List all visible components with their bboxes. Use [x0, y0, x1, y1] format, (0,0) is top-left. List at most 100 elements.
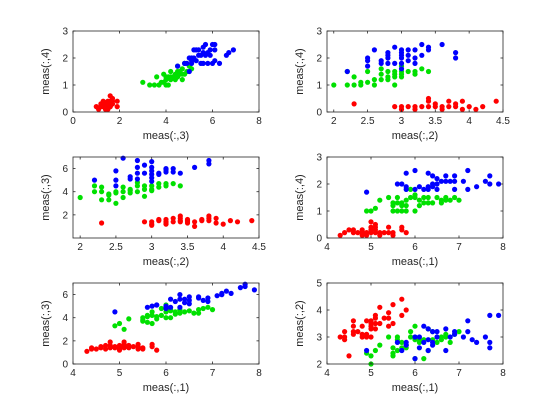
data-point — [163, 221, 169, 227]
data-point — [390, 350, 396, 356]
data-point — [364, 318, 370, 324]
data-point — [412, 186, 418, 192]
series-3 — [112, 281, 257, 315]
x-tick-label: 6 — [210, 116, 216, 127]
data-point — [149, 164, 155, 170]
data-point — [434, 329, 440, 335]
data-point — [192, 219, 198, 225]
data-point — [172, 298, 178, 305]
x-tick-label: 5 — [368, 368, 374, 379]
subplot-2: 2 2.5 3 3.5 4 4.5 0 1 2 3 meas(:,2) meas(:,4) — [294, 27, 510, 143]
data-point — [386, 315, 392, 321]
data-point — [447, 339, 453, 345]
data-point — [386, 310, 392, 316]
data-point — [421, 323, 427, 329]
data-point — [175, 63, 181, 69]
data-point — [156, 170, 162, 176]
data-point — [403, 339, 409, 345]
data-point — [149, 178, 155, 184]
data-point — [113, 183, 119, 189]
data-point — [430, 173, 436, 179]
x-tick-label: 8 — [500, 368, 506, 379]
data-point — [438, 178, 444, 184]
x-axis-label: meas(:,1) — [392, 382, 438, 394]
y-tick-label: 2 — [62, 54, 68, 65]
data-point — [135, 346, 141, 352]
data-point — [434, 181, 440, 187]
y-tick-label: 0 — [316, 234, 322, 245]
x-tick-label: 2.5 — [109, 242, 123, 253]
data-point — [398, 106, 405, 112]
data-point — [392, 68, 398, 75]
data-point — [134, 157, 140, 164]
data-point — [452, 178, 458, 184]
data-point — [205, 304, 211, 310]
data-point — [365, 55, 371, 61]
data-point — [377, 197, 383, 203]
data-point — [412, 55, 418, 61]
data-point — [177, 183, 183, 189]
data-point — [412, 60, 418, 66]
data-point — [109, 95, 116, 102]
y-axis-label: meas(:,4) — [40, 48, 52, 94]
y-tick-label: 5 — [316, 279, 322, 290]
data-point — [412, 208, 418, 214]
data-point — [430, 184, 436, 190]
data-point — [154, 347, 160, 353]
data-point — [465, 318, 471, 324]
data-point — [337, 232, 343, 238]
y-axis-label: meas(:,4) — [294, 48, 306, 94]
data-point — [377, 232, 383, 238]
data-point — [390, 302, 396, 308]
data-point — [172, 311, 178, 317]
data-point — [452, 194, 458, 201]
series-1 — [84, 339, 160, 354]
data-point — [91, 177, 98, 183]
data-point — [412, 356, 418, 362]
data-point — [186, 68, 192, 75]
data-point — [149, 159, 155, 165]
data-point — [107, 104, 113, 110]
data-point — [443, 173, 449, 179]
data-point — [371, 77, 377, 83]
data-point — [177, 310, 183, 316]
data-point — [98, 101, 104, 107]
data-point — [112, 323, 118, 329]
data-point — [163, 315, 169, 321]
data-point — [200, 297, 206, 303]
axes-box — [326, 30, 504, 113]
data-point — [147, 82, 153, 88]
data-point — [399, 203, 405, 209]
data-point — [223, 288, 229, 294]
data-point — [425, 337, 431, 343]
data-point — [91, 189, 98, 195]
data-point — [408, 329, 414, 335]
y-tick-label: 0 — [62, 360, 68, 371]
series-2 — [331, 63, 432, 88]
x-tick-label: 3 — [149, 242, 155, 253]
data-point — [144, 319, 150, 325]
data-point — [113, 189, 119, 195]
data-point — [112, 309, 118, 315]
data-point — [394, 334, 400, 340]
data-point — [421, 200, 427, 206]
x-tick-label: 8 — [256, 368, 262, 379]
data-point — [394, 181, 400, 187]
data-point — [438, 334, 444, 340]
data-point — [200, 60, 206, 66]
data-point — [182, 296, 188, 302]
series-1 — [337, 296, 409, 359]
data-point — [394, 200, 400, 206]
data-point — [106, 197, 112, 203]
data-point — [91, 183, 98, 189]
x-tick-label: 7 — [210, 368, 216, 379]
data-point — [331, 82, 337, 88]
data-point — [214, 293, 220, 299]
data-point — [140, 346, 146, 352]
data-point — [496, 312, 502, 318]
data-point — [452, 329, 458, 335]
data-point — [149, 312, 155, 318]
y-tick-label: 2 — [62, 336, 68, 347]
data-point — [398, 60, 405, 66]
data-point — [149, 303, 155, 309]
